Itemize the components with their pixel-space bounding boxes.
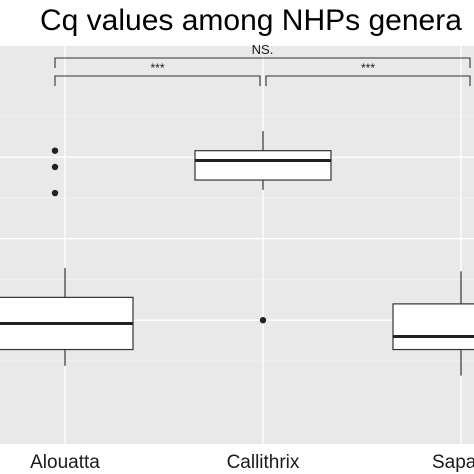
x-tick-label: Sapa xyxy=(432,452,474,473)
box-sapajus xyxy=(392,271,474,376)
significance-brackets: *** *** NS. xyxy=(54,42,471,86)
significance-bracket: *** xyxy=(265,61,471,86)
significance-bracket: *** xyxy=(54,61,261,86)
box-callithrix xyxy=(194,131,332,324)
bracket-line xyxy=(54,75,261,86)
box-iqr xyxy=(392,303,474,351)
significance-label: *** xyxy=(361,61,375,75)
outlier-point xyxy=(259,317,267,324)
x-tick-labels: Alouatta Callithrix Sapa xyxy=(30,452,474,473)
x-tick-label: Alouatta xyxy=(30,452,100,473)
box-alouatta xyxy=(0,147,134,366)
x-tick-label: Callithrix xyxy=(227,452,300,473)
outlier-point xyxy=(51,189,59,197)
significance-label: *** xyxy=(150,61,164,75)
outlier-point xyxy=(51,163,59,171)
bracket-line xyxy=(54,57,471,68)
chart-title: Cq values among NHPs genera xyxy=(40,4,462,37)
boxes xyxy=(0,131,474,376)
significance-label: NS. xyxy=(252,42,274,57)
box-iqr xyxy=(194,150,332,181)
significance-bracket: NS. xyxy=(54,42,471,68)
bracket-line xyxy=(265,75,471,86)
plot-panel xyxy=(0,46,474,444)
outlier-point xyxy=(51,147,59,154)
